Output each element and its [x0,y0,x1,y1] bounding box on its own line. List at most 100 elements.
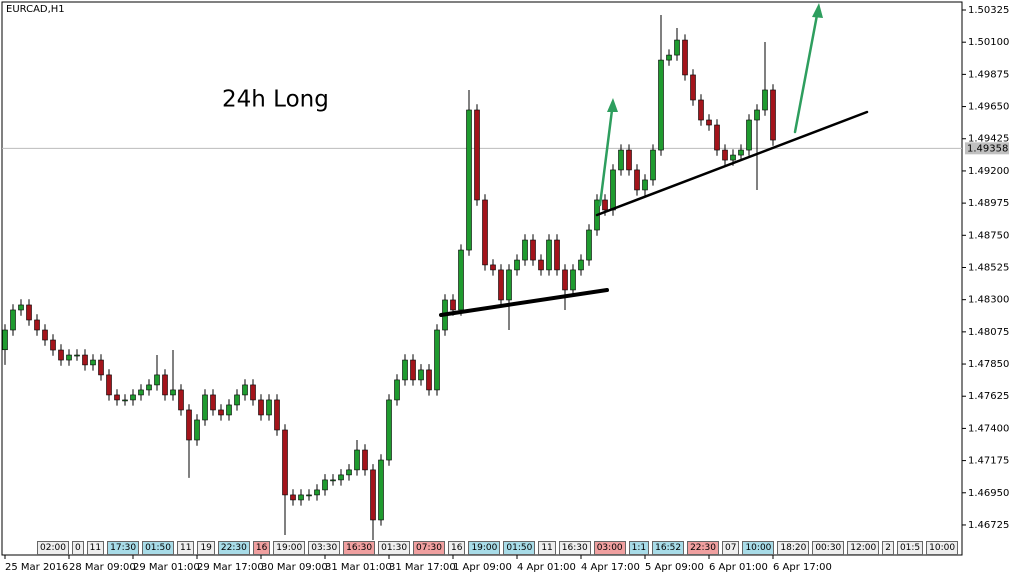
x-tick-label: 29 Mar 17:00 [197,562,264,573]
y-tick-label: 1.48750 [968,230,1009,241]
event-label: 17:30 [107,541,140,555]
event-label: 01:5 [896,541,924,555]
x-tick-label: 4 Apr 17:00 [581,562,640,573]
candle-body [450,299,456,311]
candle-body [162,374,168,396]
candle-body [602,199,608,211]
candle-body [338,474,344,481]
candle-body [714,124,720,151]
candle-body [290,494,296,501]
y-tick-label: 1.46950 [968,488,1009,499]
candle-body [402,359,408,381]
candle-body [18,304,24,311]
event-label: 2 [882,541,894,555]
candle-body [642,179,648,191]
candle-body [202,394,208,421]
event-label: 01:50 [142,541,174,555]
y-tick-label: 1.49425 [968,134,1009,145]
candle-body [146,384,152,391]
candle-body [458,249,464,311]
x-tick-label: 29 Mar 01:00 [133,562,200,573]
event-label: 03:00 [593,541,626,555]
x-tick-label: 31 Mar 17:00 [389,562,456,573]
event-label: 01:30 [378,541,411,555]
candle-body [274,399,280,431]
candle-body [730,154,736,161]
candle-body [362,449,368,471]
candle-body [394,379,400,401]
candle-body [306,494,312,497]
candle-body [690,74,696,101]
candle-body [122,399,128,402]
candle-body [178,389,184,411]
y-tick-label: 1.47400 [968,423,1009,434]
y-tick-label: 1.50100 [968,37,1009,48]
y-tick-label: 1.47175 [968,456,1009,467]
candle-body [354,449,360,471]
candle-body [754,109,760,121]
event-label: 22:30 [217,541,250,555]
candle-body [250,384,256,401]
candle-body [346,469,352,476]
event-label: 19 [197,541,215,555]
candle-body [738,149,744,156]
event-label: 07:30 [413,541,445,555]
candle-body [482,199,488,266]
candle-body [82,354,88,366]
candle-body [210,394,216,411]
candle-body [42,329,48,341]
event-label: 07 [722,541,740,555]
candle-body [186,409,192,441]
candle-body [698,99,704,121]
candle-body [522,239,528,261]
candle-body [170,389,176,396]
event-label: 16 [252,541,271,555]
y-tick-label: 1.49875 [968,69,1009,80]
candle-body [586,229,592,261]
candle-body [498,269,504,301]
event-label: 01:50 [503,541,536,555]
annotation: 24h Long [222,87,329,113]
candle-body [226,404,232,416]
candle-body [706,119,712,126]
candle-body [314,489,320,496]
candle-body [298,494,304,501]
candle-body [514,259,520,271]
drawings [439,3,869,317]
candle-body [722,149,728,161]
event-label: 10:00 [926,541,959,555]
event-label: 03:30 [308,541,341,555]
candle-body [234,394,240,406]
candle-body [562,269,568,291]
candle-body [530,239,536,261]
candle-body [426,369,432,391]
event-label: 11 [538,541,556,555]
event-label: 19:00 [273,541,306,555]
y-tick-label: 1.46725 [968,520,1009,531]
event-label: 00:30 [812,541,845,555]
y-tick-label: 1.48975 [968,198,1009,209]
candle-body [330,479,336,482]
event-label: 16:30 [558,541,591,555]
candle-body [418,369,424,381]
x-tick-label: 30 Mar 09:00 [261,562,328,573]
candle-body [434,329,440,391]
chart-title: EURCAD,H1 [6,4,65,15]
candle-body [658,59,664,151]
candle-body [554,239,560,271]
candle-body [218,409,224,416]
x-tick-label: 4 Apr 01:00 [517,562,576,573]
y-tick-label: 1.48300 [968,295,1009,306]
x-tick-label: 25 Mar 2016 [5,562,68,573]
current-price-label: 1.49358 [967,143,1008,154]
arrow-head [812,3,823,18]
candle-body [106,374,112,396]
event-label: 19:00 [468,541,501,555]
y-tick-label: 1.48075 [968,327,1009,338]
candle-body [378,459,384,521]
y-tick-label: 1.47625 [968,391,1009,402]
candle-body [626,149,632,171]
candle-body [242,384,248,396]
candle-body [66,354,72,361]
